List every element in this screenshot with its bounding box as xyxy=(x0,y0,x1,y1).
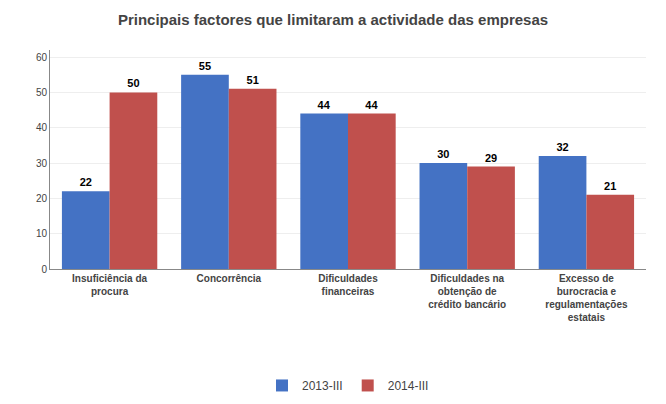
svg-text:55: 55 xyxy=(199,60,211,72)
svg-text:30: 30 xyxy=(36,158,48,169)
svg-text:0: 0 xyxy=(41,264,47,275)
svg-text:Insuficiência daprocura: Insuficiência daprocura xyxy=(72,273,147,297)
svg-text:50: 50 xyxy=(127,77,139,89)
svg-text:Principais factores que limita: Principais factores que limitaram a acti… xyxy=(118,11,548,28)
svg-text:21: 21 xyxy=(604,180,616,192)
svg-text:32: 32 xyxy=(556,141,568,153)
svg-text:50: 50 xyxy=(36,87,48,98)
svg-text:29: 29 xyxy=(485,152,497,164)
svg-text:20: 20 xyxy=(36,193,48,204)
svg-text:60: 60 xyxy=(36,52,48,63)
svg-text:2014-III: 2014-III xyxy=(388,379,429,393)
svg-text:40: 40 xyxy=(36,122,48,133)
svg-text:22: 22 xyxy=(80,176,92,188)
svg-text:44: 44 xyxy=(318,99,331,111)
svg-text:Concorrência: Concorrência xyxy=(197,273,262,284)
svg-text:51: 51 xyxy=(247,74,259,86)
svg-text:Dificuldades naobtenção decréd: Dificuldades naobtenção decrédito bancár… xyxy=(428,273,506,310)
svg-text:2013-III: 2013-III xyxy=(302,379,343,393)
svg-text:Excesso deburocracia eregulame: Excesso deburocracia eregulamentaçõesest… xyxy=(545,273,628,323)
svg-text:Dificuldadesfinanceiras: Dificuldadesfinanceiras xyxy=(318,273,378,297)
svg-text:30: 30 xyxy=(437,148,449,160)
svg-text:44: 44 xyxy=(365,99,378,111)
svg-text:10: 10 xyxy=(36,228,48,239)
